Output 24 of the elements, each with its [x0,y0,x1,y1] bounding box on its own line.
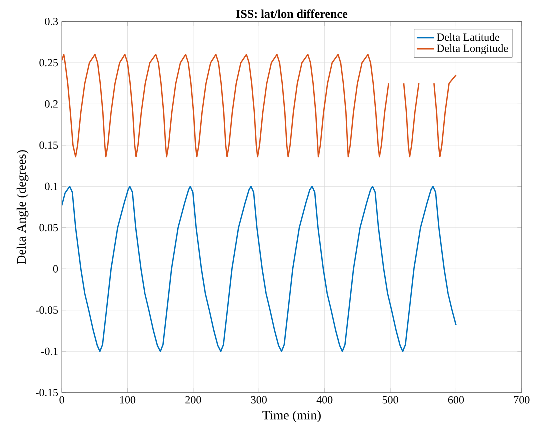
y-tick-label: 0.25 [40,59,58,67]
y-tick-label: -0.1 [42,348,58,356]
y-tick-label: 0.15 [40,142,58,150]
x-tick-label: 400 [316,396,333,404]
x-tick-label: 300 [251,396,267,404]
x-tick-label: 100 [120,396,136,404]
y-tick-label: 0.1 [45,183,58,190]
x-tick-label: 600 [448,396,464,404]
y-tick-label: 0 [53,266,58,273]
y-tick-label: -0.15 [36,389,58,397]
x-axis-title: Time (min) [262,410,321,423]
y-axis-title: Delta Angle (degrees) [16,150,29,264]
y-tick-label: 0.05 [40,224,58,232]
legend-label: Delta Longitude [437,44,508,55]
x-tick-label: 700 [514,396,530,404]
y-tick-label: 0.2 [45,100,58,108]
x-tick-label: 200 [186,396,202,404]
chart-title: ISS: lat/lon difference [236,10,348,18]
line-series [62,186,457,352]
x-tick-label: 500 [382,396,398,404]
y-tick-label: 0.3 [45,18,58,26]
x-tick-label: 0 [60,396,64,404]
legend-label: Delta Latitude [437,33,500,42]
y-tick-label: -0.05 [36,306,58,314]
